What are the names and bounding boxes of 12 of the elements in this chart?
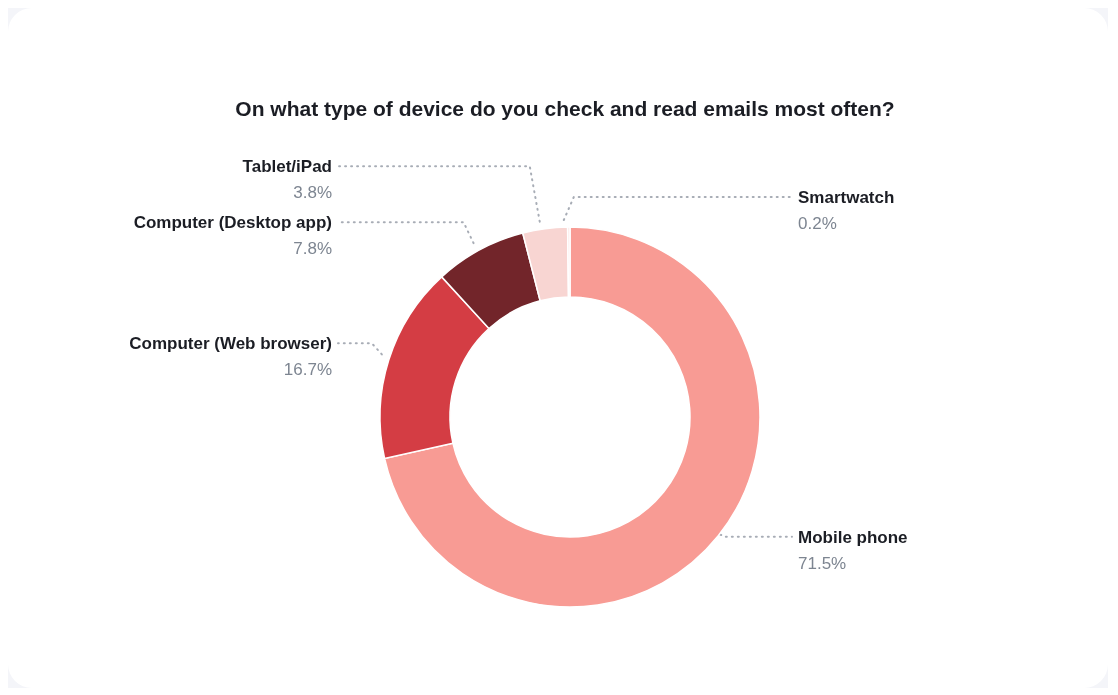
slice-label: Smartwatch [798,188,895,207]
data-label: 16.7% [283,360,332,380]
data-label: 7.8% [293,239,332,259]
slice-label: Computer (Web browser) [129,334,332,354]
data-label: 3.8% [293,183,332,203]
donut-slice [383,226,761,608]
data-label: 0.2% [798,214,837,233]
slice-label: Tablet/iPad [242,157,332,177]
data-label: 71.5% [798,553,847,573]
slice-label: Computer (Desktop app) [133,213,332,233]
chart-title: On what type of device do you check and read emails most often? [235,97,895,120]
slice-label: Mobile phone [798,527,908,547]
